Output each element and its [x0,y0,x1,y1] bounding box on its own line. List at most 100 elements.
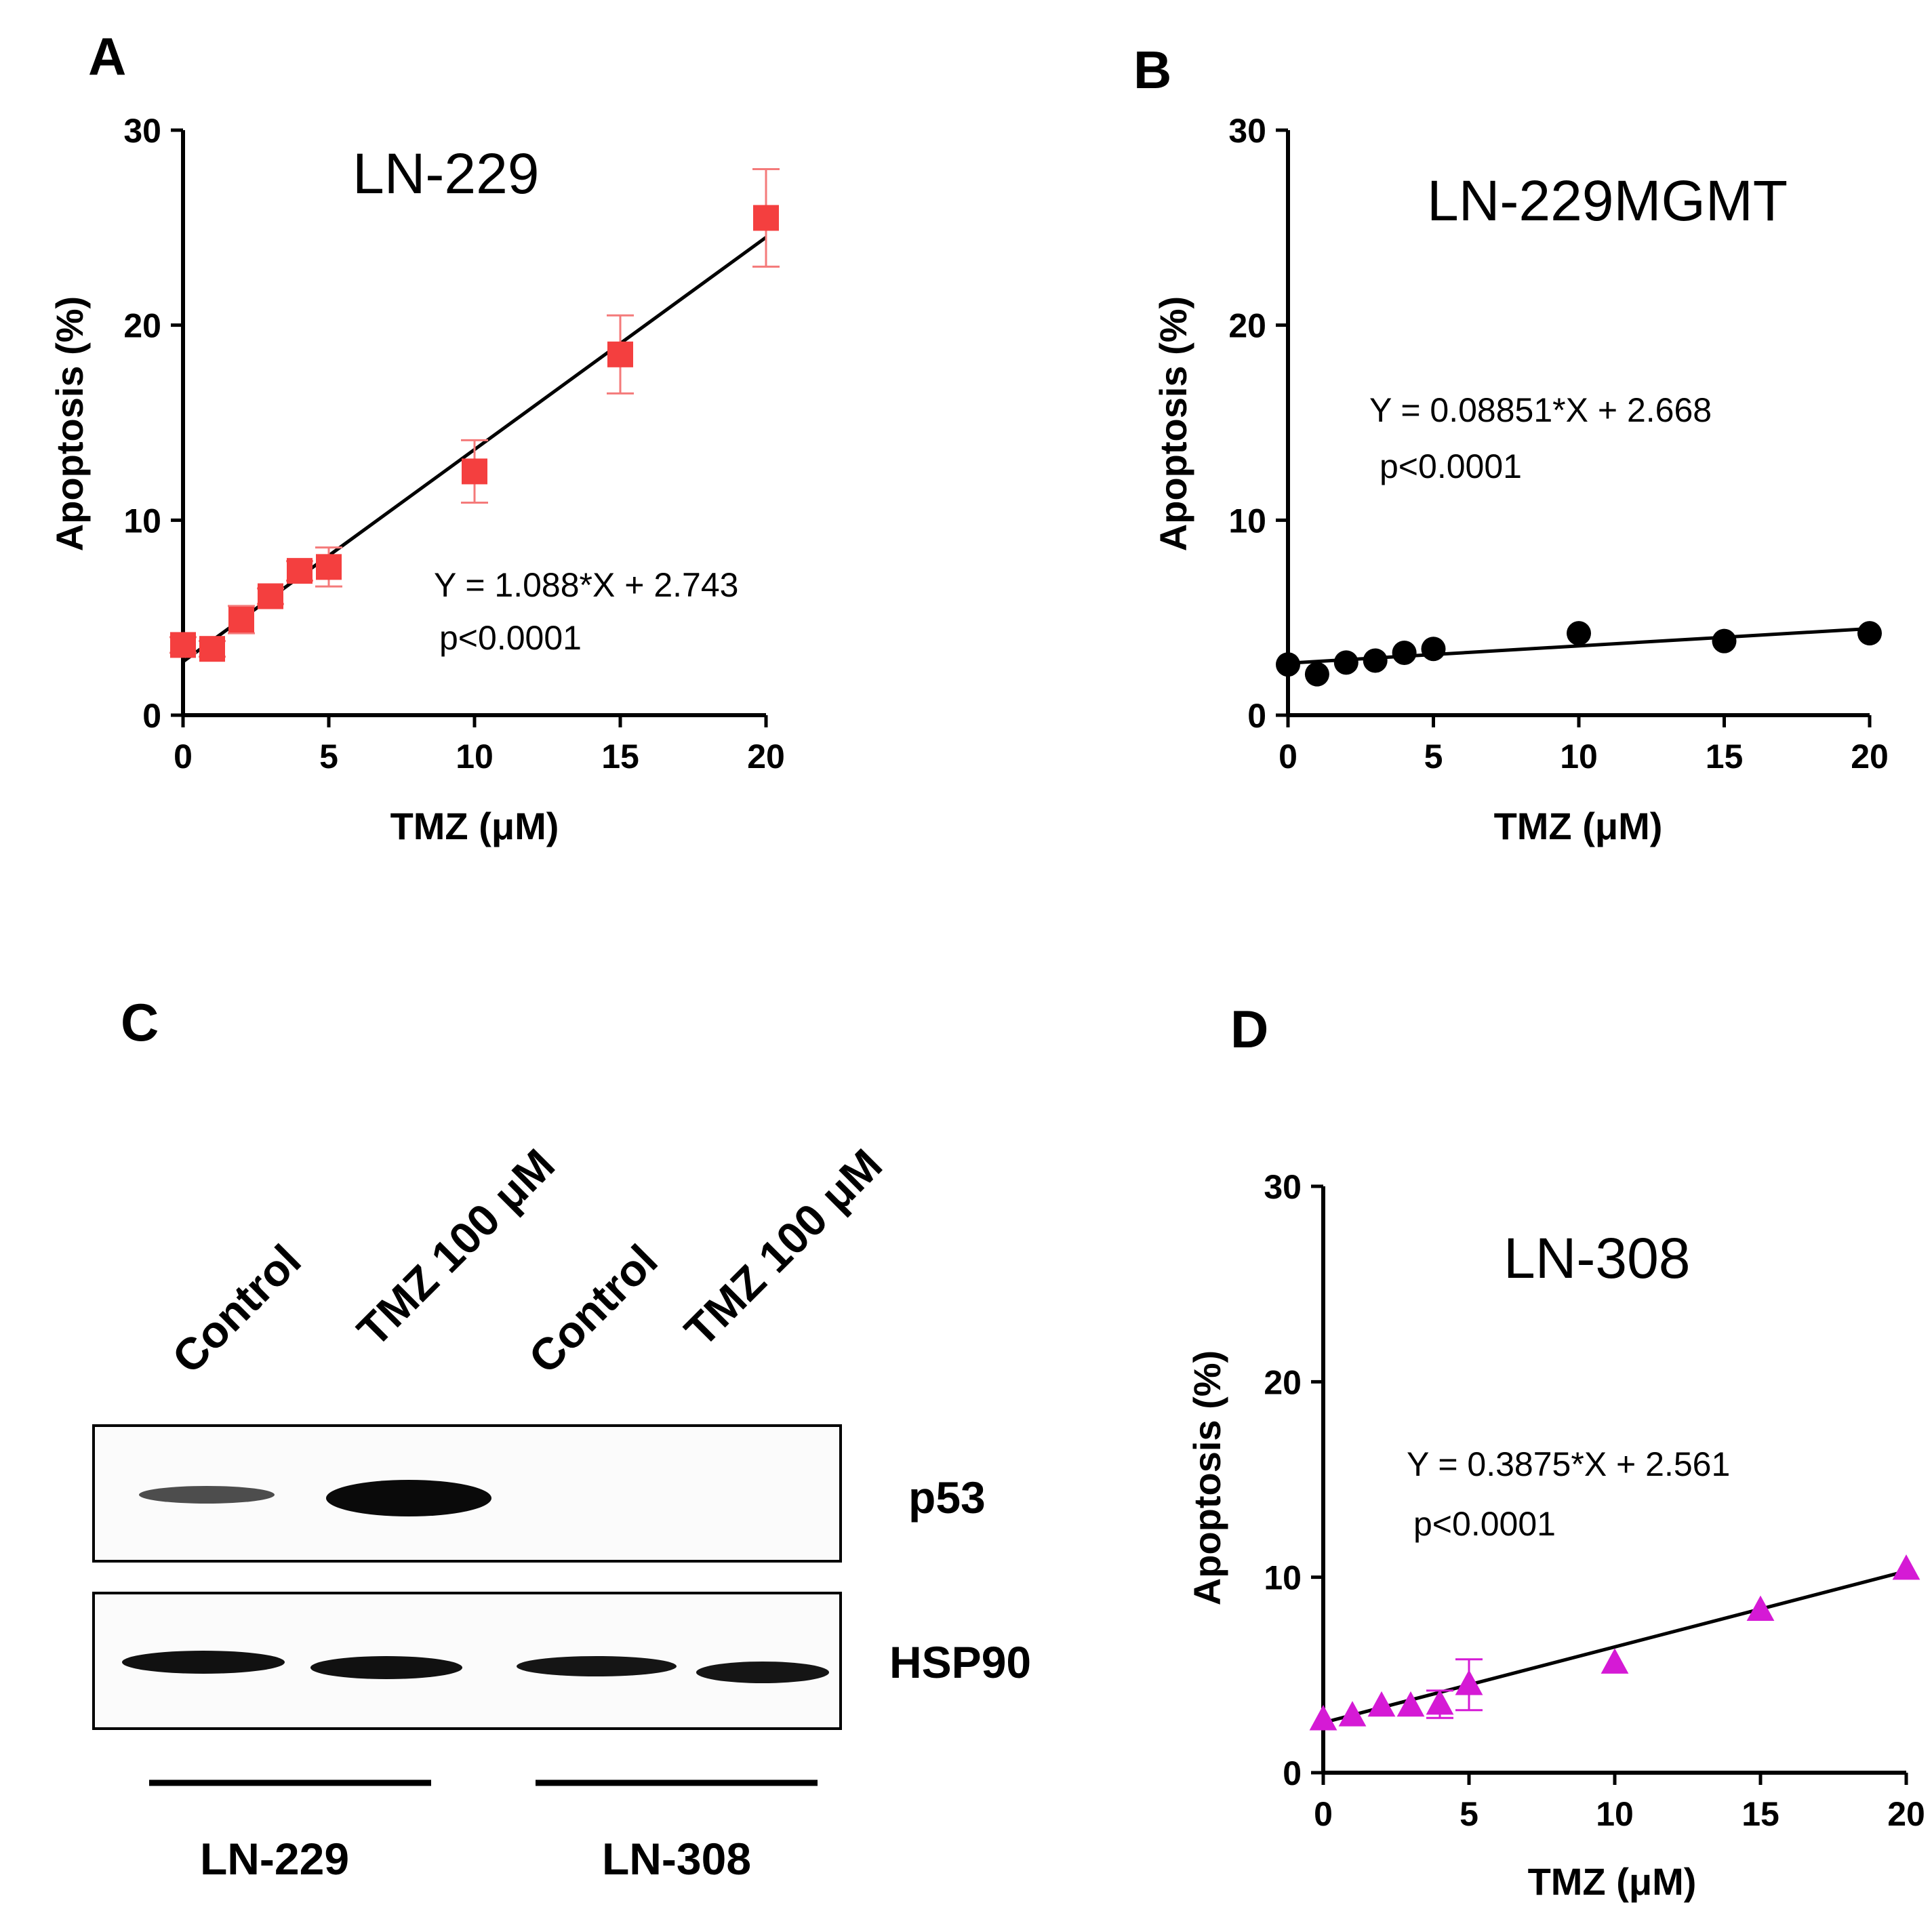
chart-a-point [462,458,487,485]
chart-b-point [1421,637,1446,662]
chart-d-y-tick-label: 10 [1264,1559,1302,1597]
chart-d-y-tick-label: 0 [1283,1754,1302,1792]
lane-label-2: TMZ 100 μM [348,1139,564,1355]
panel-c-western-blot: C Control TMZ 100 μM Control TMZ 100 μM … [92,992,1031,1884]
chart-d-x-tick-label: 10 [1596,1795,1634,1833]
chart-b-xlabel: TMZ (μM) [1494,805,1663,847]
chart-a-equation: Y = 1.088*X + 2.743 [434,566,738,604]
chart-a-point [170,632,196,658]
chart-a-x-tick-label: 10 [456,738,494,776]
panel-a-chart: A LN-229 Y = 1.088*X + 2.743 p<0.0001 Ap… [48,26,785,847]
chart-b-point [1276,652,1300,677]
chart-a-point [228,607,254,633]
chart-d-pvalue: p<0.0001 [1413,1505,1556,1543]
chart-b-point [1392,640,1417,665]
chart-a-x-tick-label: 0 [174,738,193,776]
chart-d-point [1455,1670,1483,1695]
chart-d-xlabel: TMZ (μM) [1528,1860,1697,1903]
chart-b-point [1857,621,1882,646]
chart-b-pvalue: p<0.0001 [1380,447,1522,485]
chart-d-point [1309,1705,1337,1731]
panel-b-chart: B LN-229MGMT Y = 0.08851*X + 2.668 p<0.0… [1133,40,1889,847]
chart-d-point [1426,1689,1454,1715]
chart-d-point [1601,1648,1629,1674]
chart-a-xlabel: TMZ (μM) [390,805,559,847]
chart-d-ylabel: Apoptosis (%) [1186,1350,1228,1605]
hsp90-band-lane-4 [696,1662,829,1683]
chart-d-point [1367,1691,1396,1717]
chart-d-point [1396,1691,1425,1717]
chart-d-x-tick-label: 15 [1742,1795,1779,1833]
protein-label-p53: p53 [908,1472,986,1523]
chart-a-point [199,636,225,662]
lane-label-1: Control [163,1235,310,1383]
chart-a-y-tick-label: 10 [123,502,161,540]
chart-a-y-tick-label: 0 [142,697,161,735]
hsp90-band-lane-1 [122,1651,285,1674]
chart-b-point [1712,628,1737,653]
chart-a-ylabel: Apoptosis (%) [48,296,91,551]
chart-a-y-tick-label: 20 [123,307,161,345]
lane-label-3: Control [519,1235,667,1383]
chart-d-regression-line [1323,1569,1907,1725]
chart-b-point [1333,650,1359,675]
chart-a-pvalue: p<0.0001 [439,619,582,657]
chart-a-x-tick-label: 5 [319,738,338,776]
chart-b-y-tick-label: 10 [1228,502,1266,540]
chart-b-equation: Y = 0.08851*X + 2.668 [1369,391,1712,429]
chart-b-x-tick-label: 10 [1560,738,1598,776]
chart-a-point [258,583,283,609]
chart-a-x-tick-label: 20 [747,738,785,776]
lane-label-4: TMZ 100 μM [675,1139,891,1355]
panel-letter-c: C [121,992,159,1052]
chart-d-x-tick-label: 5 [1460,1795,1478,1833]
chart-b-axes: 0 5 10 15 20 0 10 20 30 [1228,112,1888,776]
panel-d-chart: D LN-308 Y = 0.3875*X + 2.561 p<0.0001 A… [1186,999,1925,1903]
chart-d-y-tick-label: 20 [1264,1363,1302,1401]
chart-b-x-tick-label: 0 [1279,738,1297,776]
hsp90-band-lane-3 [517,1656,677,1676]
chart-a-marks [169,168,780,662]
chart-b-marks [1276,621,1882,687]
chart-b-ylabel: Apoptosis (%) [1152,296,1194,551]
chart-a-y-tick-label: 30 [123,112,161,150]
panel-letter-b: B [1133,40,1171,100]
chart-b-title: LN-229MGMT [1427,169,1788,233]
p53-band-lane-1 [139,1486,275,1504]
chart-b-y-tick-label: 20 [1228,307,1266,345]
chart-b-point [1363,648,1388,673]
chart-d-x-tick-label: 20 [1887,1795,1925,1833]
chart-a-point [287,558,313,584]
hsp90-band-lane-2 [310,1656,462,1679]
p53-band-lane-2 [326,1480,491,1516]
protein-label-hsp90: HSP90 [889,1637,1031,1687]
chart-d-axes: 0 5 10 15 20 0 10 20 30 [1264,1168,1925,1833]
chart-b-y-tick-label: 30 [1228,112,1266,150]
chart-d-x-tick-label: 0 [1314,1795,1333,1833]
chart-a-axes: 0 5 10 15 20 0 10 20 30 [123,112,784,776]
chart-d-title: LN-308 [1504,1226,1691,1290]
chart-d-y-tick-label: 30 [1264,1168,1302,1206]
group-label-ln308: LN-308 [602,1834,751,1884]
chart-a-x-tick-label: 15 [601,738,639,776]
chart-d-point [1892,1554,1920,1580]
chart-b-y-tick-label: 0 [1247,697,1266,735]
panel-letter-d: D [1230,999,1268,1059]
chart-b-point [1567,621,1591,646]
chart-a-point [607,341,633,367]
chart-b-x-tick-label: 20 [1851,738,1889,776]
panel-letter-a: A [88,26,126,86]
chart-a-point [316,554,342,580]
chart-d-point [1746,1595,1775,1621]
chart-b-x-tick-label: 15 [1706,738,1744,776]
group-label-ln229: LN-229 [200,1834,349,1884]
chart-b-x-tick-label: 5 [1424,738,1443,776]
chart-a-point [753,205,779,231]
chart-d-fit [1323,1569,1907,1725]
chart-d-marks [1309,1554,1920,1731]
chart-d-equation: Y = 0.3875*X + 2.561 [1407,1445,1730,1483]
chart-a-title: LN-229 [353,142,540,205]
chart-b-point [1304,662,1329,687]
chart-d-point [1338,1701,1367,1727]
